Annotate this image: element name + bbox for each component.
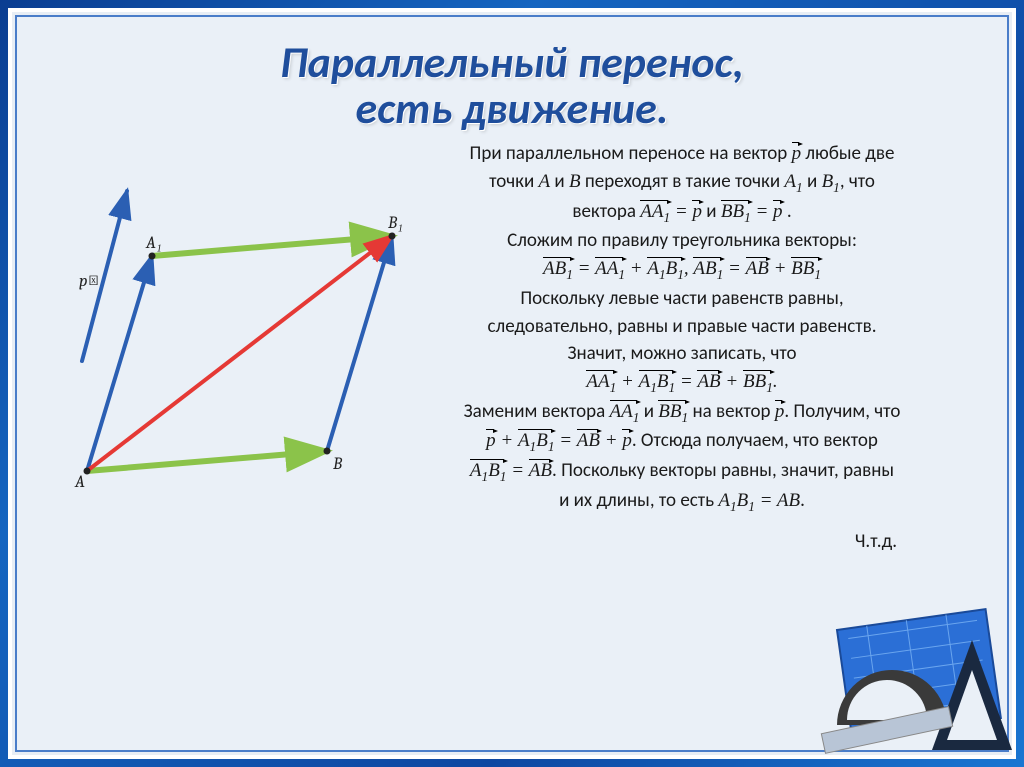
qed: Ч.т.д.: [387, 517, 977, 555]
svg-text:B: B: [332, 455, 343, 474]
proof-text: При параллельном переносе на вектор p лю…: [387, 141, 987, 557]
title-line-1: Параллельный перенос,: [17, 39, 1007, 85]
para-4: Сложим по правилу треугольника векторы:: [387, 228, 977, 254]
frame-outer: Параллельный перенос, есть движение.: [8, 8, 1016, 759]
content-row: p⃗ A B A₁ B₁ При параллельном переносе на ве…: [17, 141, 1007, 557]
para-13: и их длины, то есть A1B1 = AB.: [387, 488, 977, 516]
para-2: точки A и B переходят в такие точки A1 и…: [387, 169, 977, 197]
para-6: Поскольку левые части равенств равны,: [387, 286, 977, 312]
title-line-2: есть движение.: [17, 85, 1007, 131]
para-10: Заменим вектора AA1 и BB1 на вектор p. П…: [387, 399, 977, 427]
frame-inner: Параллельный перенос, есть движение.: [15, 15, 1009, 752]
para-1: При параллельном переносе на вектор p лю…: [387, 141, 977, 167]
vector-diagram: p⃗ A B A₁ B₁: [17, 151, 407, 511]
svg-text:A: A: [74, 473, 85, 492]
decorative-tools-icon: [817, 600, 1017, 760]
para-11: p + A1B1 = AB + p. Отсюда получаем, что …: [387, 428, 977, 456]
para-7: следовательно, равны и правые части раве…: [387, 314, 977, 340]
diagram-column: p⃗ABA₁B₁: [37, 141, 377, 557]
svg-text:p⃗: p⃗: [79, 272, 99, 291]
svg-text:A₁: A₁: [145, 234, 162, 253]
equation-2: AA1 + A1B1 = AB + BB1.: [387, 369, 977, 397]
para-8: Значит, можно записать, что: [387, 341, 977, 367]
para-3: вектора AA1 = p и BB1 = p .: [387, 199, 977, 227]
slide-title: Параллельный перенос, есть движение.: [17, 17, 1007, 141]
para-12: A1B1 = AB. Поскольку векторы равны, знач…: [387, 458, 977, 486]
svg-text:B₁: B₁: [387, 214, 403, 233]
equation-1: AB1 = AA1 + A1B1, AB1 = AB + BB1: [387, 256, 977, 284]
